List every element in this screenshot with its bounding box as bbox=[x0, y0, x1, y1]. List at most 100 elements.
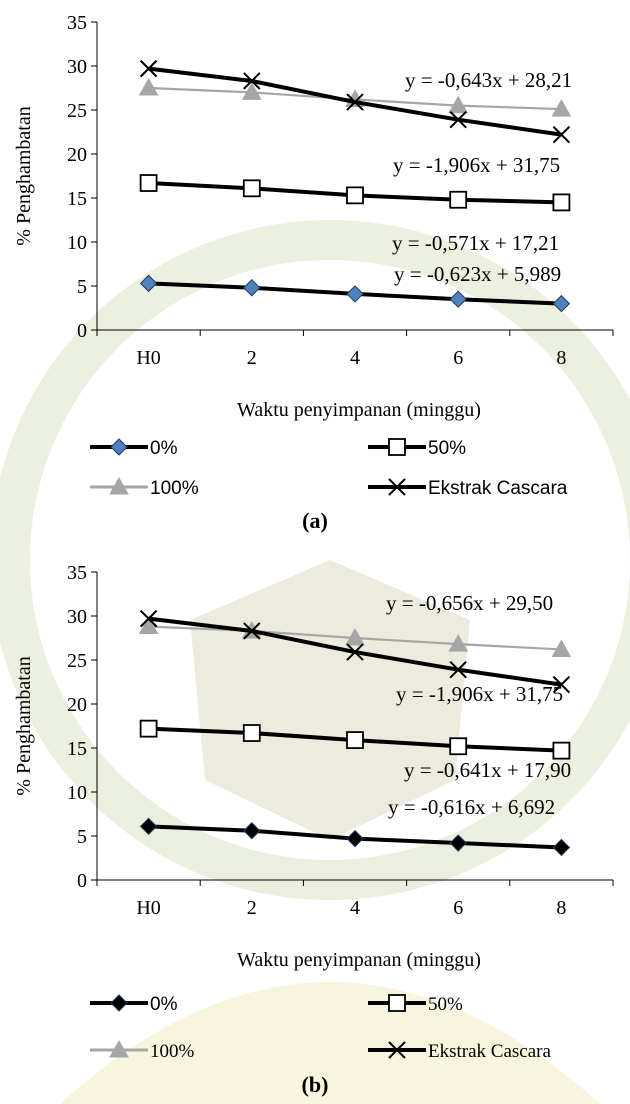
legend-item: 50% bbox=[368, 994, 463, 1015]
data-point bbox=[242, 179, 261, 198]
data-point bbox=[388, 478, 406, 496]
chart-panel-a: 0 5 10 15 20 25 30 35 H0 2 4 6 8 % Penghambatan Waktu … bbox=[13, 12, 614, 533]
y-tick-label: 25 bbox=[67, 100, 87, 122]
data-point bbox=[241, 82, 262, 100]
trendline-equation: y = -0,643x + 28,21 bbox=[405, 68, 572, 92]
y-axis-label: % Penghambatan bbox=[13, 106, 35, 245]
y-tick-label: 35 bbox=[67, 12, 87, 34]
y-tick-label: 0 bbox=[77, 870, 87, 892]
data-point bbox=[346, 285, 364, 303]
data-point bbox=[139, 174, 158, 192]
data-point bbox=[346, 186, 364, 205]
y-tick-label: 25 bbox=[67, 650, 87, 672]
data-point bbox=[551, 639, 572, 657]
trendline-equation: y = -0,623x + 5,989 bbox=[394, 262, 561, 286]
data-point bbox=[139, 817, 158, 836]
data-point bbox=[110, 994, 128, 1012]
data-point bbox=[388, 994, 406, 1012]
data-point bbox=[388, 438, 406, 456]
data-point bbox=[346, 93, 364, 111]
x-tick-label: H0 bbox=[136, 897, 160, 919]
y-tick-label: 0 bbox=[77, 320, 87, 342]
series-ekstrak-cascara bbox=[139, 609, 571, 694]
panel-caption: (b) bbox=[302, 1072, 329, 1097]
trendline-equation: y = -0,571x + 17,21 bbox=[392, 231, 559, 255]
legend-label: 0% bbox=[150, 994, 178, 1015]
trendline-equation: y = -0,616x + 6,692 bbox=[388, 795, 555, 819]
series-0 bbox=[139, 817, 571, 857]
data-point bbox=[552, 838, 571, 857]
x-tick-label: 4 bbox=[350, 347, 360, 369]
data-point bbox=[243, 279, 261, 297]
data-point bbox=[388, 1041, 406, 1059]
series-100 bbox=[138, 616, 572, 657]
legend-item: 0% bbox=[90, 438, 178, 459]
data-point bbox=[346, 829, 364, 848]
legend-label: 0% bbox=[150, 438, 178, 459]
data-point bbox=[449, 737, 468, 756]
trendline-equation: y = -0,641x + 17,90 bbox=[404, 758, 571, 782]
x-tick-label: 8 bbox=[556, 897, 566, 919]
legend-item: 0% bbox=[90, 994, 178, 1015]
trendline-equation: y = -1,906x + 31,75 bbox=[393, 153, 560, 177]
data-point bbox=[139, 274, 158, 293]
legend-item: 100% bbox=[90, 476, 199, 499]
trendline-equation: y = -1,906x + 31,75 bbox=[396, 682, 563, 706]
x-tick-label: 6 bbox=[453, 347, 463, 369]
x-tick-label: H0 bbox=[136, 347, 160, 369]
y-tick-label: 30 bbox=[67, 606, 87, 628]
y-tick-label: 15 bbox=[67, 738, 87, 760]
panel-caption: (a) bbox=[302, 508, 328, 533]
data-point bbox=[449, 110, 467, 129]
legend-item: 50% bbox=[368, 438, 466, 459]
data-point bbox=[449, 290, 467, 308]
y-tick-label: 10 bbox=[67, 232, 87, 254]
data-point bbox=[110, 438, 128, 456]
trendline-equation: y = -0,656x + 29,50 bbox=[386, 591, 553, 615]
y-tick-label: 20 bbox=[67, 144, 87, 166]
data-point bbox=[448, 95, 469, 114]
legend-item: Ekstrak Cascara bbox=[368, 1041, 551, 1062]
y-axis-label: % Penghambatan bbox=[13, 656, 35, 795]
legend-label: Ekstrak Cascara bbox=[428, 1041, 551, 1062]
data-point bbox=[139, 609, 158, 628]
data-point bbox=[345, 627, 365, 646]
legend-item: 100% bbox=[90, 1039, 195, 1062]
data-point bbox=[552, 741, 571, 760]
data-point bbox=[139, 719, 158, 738]
x-tick-label: 4 bbox=[350, 897, 360, 919]
y-tick-label: 35 bbox=[67, 562, 87, 584]
series-0 bbox=[139, 274, 571, 313]
y-tick-label: 5 bbox=[77, 826, 87, 848]
data-point bbox=[552, 193, 571, 212]
data-point bbox=[138, 77, 159, 96]
data-point bbox=[109, 1039, 129, 1058]
data-point bbox=[243, 622, 261, 640]
legend: 0% 50% 100% Ekstrak Cascara bbox=[90, 994, 551, 1062]
x-tick-label: 6 bbox=[453, 897, 463, 919]
series-50 bbox=[139, 174, 571, 212]
legend-label: 50% bbox=[428, 994, 463, 1015]
legend-item: Ekstrak Cascara bbox=[368, 478, 568, 499]
data-point bbox=[243, 822, 261, 840]
x-axis-label: Waktu penyimpanan (minggu) bbox=[237, 399, 481, 421]
x-tick-label: 2 bbox=[247, 347, 257, 369]
legend-label: 50% bbox=[428, 438, 466, 459]
data-point bbox=[552, 125, 571, 144]
x-tick-label: 8 bbox=[556, 347, 566, 369]
chart-panel-b: 0 5 10 15 20 25 30 35 H0 2 4 6 8 % Penghambatan Waktu … bbox=[13, 562, 614, 1097]
series-50 bbox=[139, 719, 571, 760]
x-axis-label: Waktu penyimpanan (minggu) bbox=[237, 949, 481, 971]
data-point bbox=[552, 294, 571, 313]
legend-label: 100% bbox=[150, 478, 199, 499]
legend-label: Ekstrak Cascara bbox=[428, 478, 568, 499]
legend: 0% 50% 100% Ekstrak Cascara bbox=[90, 438, 568, 499]
data-point bbox=[449, 190, 468, 209]
x-tick-label: 2 bbox=[247, 897, 257, 919]
y-tick-label: 10 bbox=[67, 782, 87, 804]
data-point bbox=[109, 476, 129, 495]
series-ekstrak-cascara bbox=[139, 59, 571, 144]
data-point bbox=[551, 99, 572, 117]
data-point bbox=[449, 834, 467, 852]
